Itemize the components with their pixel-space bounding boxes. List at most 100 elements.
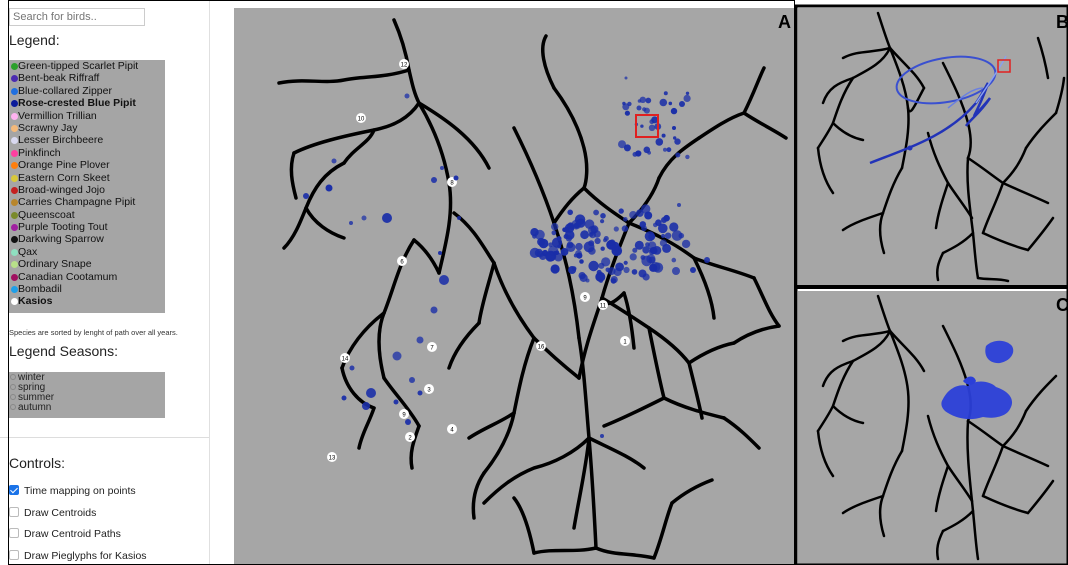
river-network (816, 294, 1058, 561)
sighting-point (663, 147, 667, 152)
sighting-point (605, 267, 611, 273)
sighting-point (564, 230, 575, 240)
season-item-spring[interactable]: spring (9, 383, 165, 393)
sighting-point (584, 219, 595, 229)
season-item-winter[interactable]: winter (9, 373, 165, 383)
legend-item[interactable]: Orange Pine Plover (9, 159, 165, 171)
sighting-point (666, 147, 672, 153)
legend-item[interactable]: Bent-beak Riffraff (9, 72, 165, 84)
legend-item[interactable]: Ordinary Snape (9, 258, 165, 270)
panel-label-c: C (1056, 295, 1068, 315)
legend-item[interactable]: Broad-winged Jojo (9, 184, 165, 196)
legend-item[interactable]: Carries Champagne Pipit (9, 196, 165, 208)
sighting-point (430, 306, 438, 314)
sighting-point (393, 399, 399, 405)
sighting-point (550, 264, 560, 274)
sighting-point (674, 138, 681, 145)
control-draw-centroids[interactable]: Draw Centroids (9, 506, 96, 520)
legend-item[interactable]: Vermillion Trillian (9, 110, 165, 122)
sighting-point (623, 260, 628, 265)
legend-item[interactable]: Queenscoat (9, 209, 165, 221)
path-line (869, 82, 992, 165)
legend-item[interactable]: Kasios (9, 295, 165, 307)
sighting-point (568, 266, 577, 274)
legend-label: Pinkfinch (18, 146, 61, 159)
sighting-point (651, 116, 659, 124)
sighting-point (672, 126, 676, 130)
sighting-point (683, 94, 691, 102)
season-ring-icon (10, 374, 16, 380)
sighting-point (593, 209, 599, 216)
legend-item[interactable]: Bombadil (9, 283, 165, 295)
control-time-mapping[interactable]: Time mapping on points (9, 484, 136, 498)
path-line-faded (947, 87, 984, 109)
selection-box[interactable] (635, 114, 659, 138)
sighting-point (613, 226, 619, 232)
sighting-point (600, 246, 605, 251)
sighting-point (621, 225, 629, 232)
sighting-point (594, 237, 601, 245)
heatmap-panel-c[interactable]: C (798, 291, 1068, 565)
legend-swatch-icon (11, 63, 18, 70)
legend-item[interactable]: Canadian Cootamum (9, 271, 165, 283)
legend-item[interactable]: Lesser Birchbeere (9, 134, 165, 146)
control-label: Draw Pieglyphs for Kasios (24, 550, 147, 562)
checkbox-icon[interactable] (9, 507, 19, 517)
season-item-summer[interactable]: summer (9, 393, 165, 403)
legend-label: Scrawny Jay (18, 121, 78, 134)
checkbox-checked-icon[interactable] (9, 485, 19, 495)
sighting-point (431, 177, 437, 183)
checkbox-icon[interactable] (9, 528, 19, 538)
path-line-faded (975, 55, 1007, 104)
legend-label: Lesser Birchbeere (18, 134, 104, 147)
legend-swatch-icon (11, 100, 18, 108)
sighting-point (639, 221, 647, 228)
sighting-point (404, 93, 410, 99)
region-label-10: 10 (356, 113, 366, 123)
control-label: Draw Centroid Paths (24, 528, 121, 540)
sighting-point (416, 336, 424, 344)
sighting-point (669, 222, 679, 232)
sighting-point (530, 228, 539, 237)
legend-label: Darkwing Sparrow (18, 233, 104, 246)
legend-item[interactable]: Blue-collared Zipper (9, 85, 165, 97)
region-label-text: 9 (402, 413, 406, 419)
legend-swatch-icon (11, 236, 18, 244)
season-item-autumn[interactable]: autumn (9, 403, 165, 413)
main-map-panel[interactable]: 12 10 8 6 9 11 1 7 14 3 16 9 2 4 13 A (234, 8, 794, 565)
legend-title: Legend: (9, 32, 60, 48)
legend-item[interactable]: Green-tipped Scarlet Pipit (9, 60, 165, 72)
control-draw-centroid-paths[interactable]: Draw Centroid Paths (9, 527, 121, 541)
checkbox-icon[interactable] (9, 550, 19, 560)
sighting-point (645, 97, 652, 104)
sidebar-border (209, 0, 210, 565)
legend-item[interactable]: Eastern Corn Skeet (9, 172, 165, 184)
legend-item[interactable]: Purple Tooting Tout (9, 221, 165, 233)
selection-box[interactable] (997, 59, 1011, 73)
sighting-point (644, 231, 655, 242)
sighting-point (678, 232, 685, 239)
sighting-point (655, 219, 662, 226)
sighting-point (366, 388, 376, 398)
search-input[interactable] (9, 8, 145, 26)
legend-item[interactable]: Darkwing Sparrow (9, 233, 165, 245)
control-draw-pieglyphs[interactable]: Draw Pieglyphs for Kasios (9, 549, 147, 563)
sighting-point (640, 124, 644, 128)
sighting-point (349, 221, 353, 225)
seasons-legend: winter spring summer autumn (9, 372, 165, 418)
legend-item[interactable]: Scrawny Jay (9, 122, 165, 134)
region-label-16: 16 (536, 341, 546, 351)
legend-swatch-icon (11, 112, 18, 120)
sighting-point (596, 269, 602, 275)
sighting-point (659, 98, 668, 107)
legend-item[interactable]: Rose-crested Blue Pipit (9, 97, 165, 109)
legend-item[interactable]: Pinkfinch (9, 147, 165, 159)
path-point (907, 145, 913, 151)
sighting-point (648, 124, 656, 131)
path-panel-b[interactable]: B (798, 8, 1068, 286)
sighting-point (618, 140, 626, 149)
sighting-point (631, 269, 638, 275)
legend-item[interactable]: Qax (9, 246, 165, 258)
sighting-point (588, 232, 594, 237)
legend-swatch-icon (11, 149, 18, 157)
